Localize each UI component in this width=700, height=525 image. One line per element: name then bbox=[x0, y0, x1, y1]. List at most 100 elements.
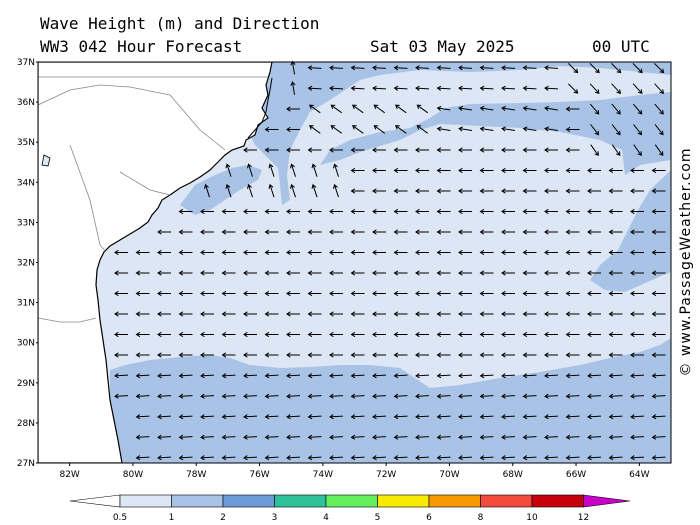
wave-arrow bbox=[608, 434, 623, 440]
colorbar-max-arrow bbox=[583, 494, 631, 508]
wave-arrow bbox=[372, 270, 386, 276]
wave-arrow bbox=[589, 83, 600, 94]
wave-arrow bbox=[630, 393, 645, 399]
wave-arrow bbox=[415, 270, 429, 276]
wave-arrow bbox=[479, 229, 494, 235]
wave-arrow bbox=[415, 147, 429, 153]
wave-arrow bbox=[544, 414, 559, 420]
wave-arrow bbox=[350, 65, 365, 71]
wave-arrow bbox=[372, 414, 387, 420]
wave-arrow bbox=[630, 208, 644, 215]
wave-arrow bbox=[178, 249, 193, 256]
outer-banks bbox=[247, 77, 273, 139]
wave-arrow bbox=[373, 104, 386, 114]
wave-arrow bbox=[311, 163, 318, 177]
wave-arrow bbox=[654, 83, 665, 94]
wave-arrow bbox=[393, 188, 408, 194]
wave-arrow bbox=[501, 290, 515, 297]
wave-arrow bbox=[372, 331, 386, 338]
wave-arrow bbox=[565, 249, 580, 256]
wave-arrow bbox=[157, 352, 171, 358]
wave-arrow bbox=[286, 208, 300, 215]
wave-arrow bbox=[286, 249, 300, 256]
wave-arrow bbox=[501, 167, 515, 174]
wave-arrow bbox=[587, 414, 602, 420]
wave-arrow bbox=[630, 311, 644, 317]
wave-arrow bbox=[393, 147, 408, 153]
wave-arrow bbox=[243, 229, 257, 235]
wave-arrow bbox=[501, 229, 515, 235]
wave-arrow bbox=[372, 249, 386, 256]
wave-arrow bbox=[479, 311, 494, 317]
wave-arrow bbox=[630, 352, 644, 358]
lat-tick-label: 34N bbox=[17, 178, 35, 188]
wave-arrow bbox=[243, 373, 258, 379]
wave-arrow bbox=[415, 290, 429, 297]
wave-arrow bbox=[135, 434, 150, 440]
wave-arrow bbox=[501, 147, 515, 153]
wave-arrow bbox=[565, 455, 580, 461]
wave-arrow bbox=[157, 393, 172, 399]
wave-arrow bbox=[415, 229, 429, 235]
wave-arrow bbox=[436, 188, 451, 194]
wave-arrow bbox=[372, 393, 387, 399]
wave-arrow bbox=[522, 290, 537, 297]
wave-arrow bbox=[243, 270, 257, 276]
wave-arrow bbox=[608, 249, 623, 256]
state-borders bbox=[38, 76, 268, 323]
wave-arrow bbox=[415, 311, 429, 317]
wave-arrow bbox=[501, 331, 515, 338]
colorbar-label: 2 bbox=[220, 513, 226, 523]
wave-arrow bbox=[458, 311, 472, 317]
latitude-ticks: 37N 36N 35N 34N 33N 32N 31N 30N 29N 28N 27N bbox=[17, 58, 38, 469]
wave-arrow bbox=[522, 434, 537, 440]
wave-arrow bbox=[393, 270, 408, 276]
wave-zone-south bbox=[110, 338, 671, 463]
wave-arrow bbox=[436, 105, 451, 112]
lat-tick-label: 28N bbox=[17, 419, 35, 429]
wave-arrow bbox=[221, 373, 236, 379]
wave-zone-coastal bbox=[180, 165, 262, 215]
wave-arrow bbox=[290, 60, 296, 75]
wave-arrow bbox=[458, 249, 472, 256]
wave-arrow bbox=[633, 124, 643, 136]
wave-arrow bbox=[373, 125, 386, 134]
wave-arrow bbox=[157, 414, 172, 420]
wave-arrow bbox=[350, 147, 365, 153]
wave-arrow bbox=[608, 167, 623, 174]
wave-arrow bbox=[651, 208, 666, 215]
wave-arrow bbox=[200, 311, 214, 317]
wave-arrow bbox=[157, 331, 171, 338]
wave-arrow bbox=[436, 249, 451, 256]
wave-arrow bbox=[587, 208, 601, 215]
wave-arrow bbox=[501, 188, 515, 194]
wave-arrow bbox=[544, 105, 558, 112]
wave-arrow bbox=[200, 331, 214, 338]
wave-arrow bbox=[393, 434, 408, 440]
wave-arrow bbox=[393, 393, 408, 399]
wave-arrow bbox=[178, 352, 193, 358]
wave-arrow bbox=[393, 85, 408, 91]
wave-arrow bbox=[307, 249, 322, 256]
wave-arrow bbox=[394, 104, 407, 114]
wave-arrow bbox=[200, 414, 215, 420]
wave-arrow bbox=[243, 311, 257, 317]
wave-arrow bbox=[243, 352, 257, 358]
wave-arrow bbox=[458, 147, 472, 153]
wave-arrow bbox=[522, 373, 537, 379]
wave-arrow bbox=[290, 163, 296, 177]
wave-arrow bbox=[372, 229, 386, 235]
wave-arrow bbox=[264, 373, 279, 379]
wave-arrow bbox=[651, 167, 666, 174]
wave-arrow bbox=[458, 188, 472, 194]
wave-arrow bbox=[286, 106, 300, 112]
wave-arrow bbox=[114, 331, 128, 338]
wave-arrow bbox=[630, 229, 644, 235]
wave-arrow bbox=[522, 249, 537, 256]
wave-arrow bbox=[286, 270, 300, 276]
wave-arrow bbox=[200, 393, 215, 399]
wave-arrow bbox=[651, 414, 666, 420]
wave-arrow bbox=[458, 167, 472, 174]
wave-arrow bbox=[651, 352, 666, 358]
wave-arrow bbox=[522, 167, 537, 174]
